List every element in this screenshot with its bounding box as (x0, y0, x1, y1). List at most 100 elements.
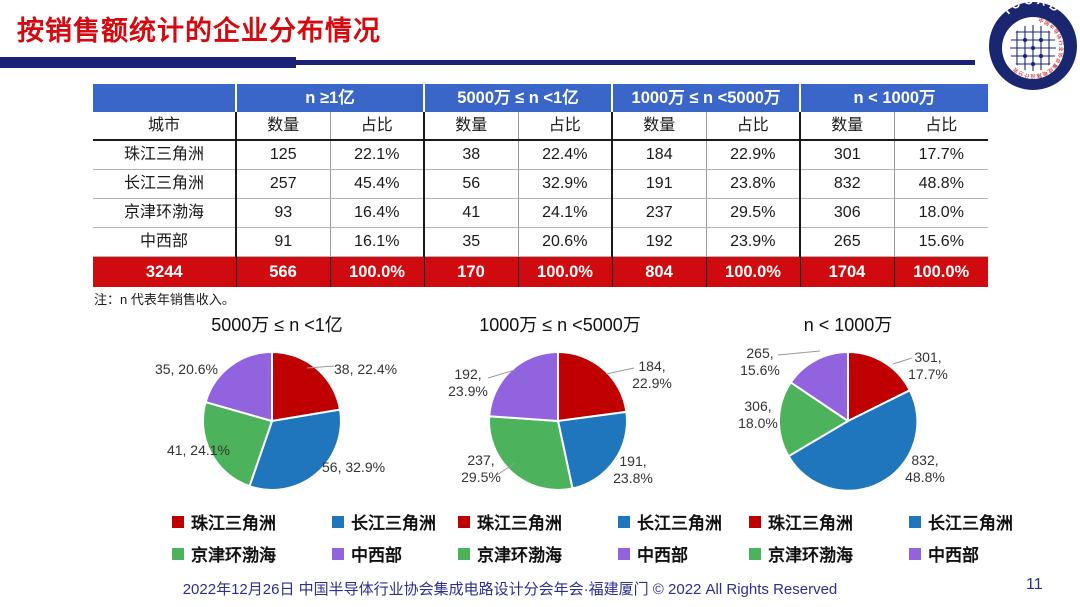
legend-item: 中西部 (618, 541, 722, 566)
pie1-label-changjiang: 56, 32.9% (322, 459, 386, 475)
cell: 24.1% (517, 198, 612, 228)
cell: 100.0% (517, 256, 612, 287)
cell: 100.0% (705, 256, 800, 287)
table-row: 中西部 91 16.1% 35 20.6% 192 23.9% 265 15.6… (93, 227, 988, 257)
pie-chart-2 (487, 351, 635, 492)
cell: 1704 (799, 256, 894, 287)
cell: 45.4% (329, 169, 424, 199)
cell: 170 (423, 256, 518, 287)
cell: 56 (423, 169, 518, 199)
city-cell: 长江三角洲 (93, 169, 236, 199)
legend-label: 京津环渤海 (191, 546, 276, 565)
legend-label: 中西部 (928, 546, 979, 565)
cell: 16.4% (329, 198, 424, 228)
stats-table: n ≥1亿 5000万 ≤ n <1亿 1000万 ≤ n <5000万 n <… (93, 84, 988, 287)
legend-swatch-purple (909, 547, 921, 560)
cell: 93 (235, 198, 330, 228)
group-header: 1000万 ≤ n <5000万 (611, 84, 800, 112)
cell: 38 (423, 140, 518, 170)
sub-header-cell: 数量 (799, 112, 894, 141)
legend-label: 长江三角洲 (928, 514, 1013, 533)
pie-slice-3 (201, 401, 273, 488)
table-total-row: 3244 566 100.0% 170 100.0% 804 100.0% 17… (93, 256, 988, 287)
table-row: 珠江三角洲 125 22.1% 38 22.4% 184 22.9% 301 1… (93, 140, 988, 170)
pie1-title: 5000万 ≤ n <1亿 (211, 315, 343, 335)
legend-item: 珠江三角洲 (458, 509, 618, 534)
pie2-label-jingjin: 237, 29.5% (461, 452, 501, 485)
page-title: 按销售额统计的企业分布情况 (17, 16, 381, 46)
label-leader-line (892, 357, 913, 365)
pie-chart-3 (777, 350, 919, 492)
pie1-label-zhongxibu: 35, 20.6% (154, 361, 218, 377)
label-leader-line (777, 350, 821, 356)
cell: 35 (423, 227, 518, 257)
label-leader-line (496, 462, 516, 476)
legend-item: 中西部 (332, 541, 436, 566)
legend-label: 珠江三角洲 (477, 514, 562, 533)
legend-item: 中西部 (909, 541, 1013, 566)
legend-swatch-red (749, 515, 761, 528)
pie-slice-1 (557, 351, 628, 422)
cell: 22.4% (517, 140, 612, 170)
cell: 16.1% (329, 227, 424, 257)
pie-chart-1 (201, 351, 342, 491)
footnote: 注：n 代表年销售收入。 (94, 292, 235, 307)
sub-header-cell: 占比 (705, 112, 800, 141)
corner-cell (93, 84, 236, 112)
cell: 23.8% (705, 169, 800, 199)
pie-slice-4 (204, 351, 273, 422)
cell: 20.6% (517, 227, 612, 257)
title-underline-thick (0, 57, 296, 68)
pie1-label-jingjin: 41, 24.1% (166, 442, 230, 458)
pie1-legend: 珠江三角洲 长江三角洲 京津环渤海 中西部 (172, 509, 436, 566)
cell: 566 (235, 256, 330, 287)
table-sub-header-row: 城市 数量 占比 数量 占比 数量 占比 数量 占比 (93, 112, 988, 141)
cell: 41 (423, 198, 518, 228)
pie2-label-changjiang: 191, 23.8% (613, 453, 653, 486)
pie2-title: 1000万 ≤ n <5000万 (479, 315, 641, 335)
legend-swatch-red (458, 515, 470, 528)
pie2-label-zhongxibu: 192, 23.9% (448, 366, 488, 399)
title-underline-thin (0, 60, 975, 65)
pie-slice-4 (789, 351, 849, 422)
legend-item: 京津环渤海 (172, 541, 332, 566)
legend-label: 长江三角洲 (637, 514, 722, 533)
city-cell: 中西部 (93, 227, 236, 257)
legend-label: 珠江三角洲 (768, 514, 853, 533)
footer-text: 2022年12月26日 中国半导体行业协会集成电路设计分会年会·福建厦门 © 2… (182, 581, 838, 598)
cell: 17.7% (893, 140, 988, 170)
legend-label: 中西部 (637, 546, 688, 565)
sub-header-cell: 数量 (611, 112, 706, 141)
cell: 301 (799, 140, 894, 170)
cell: 265 (799, 227, 894, 257)
cell: 29.5% (705, 198, 800, 228)
table-row: 京津环渤海 93 16.4% 41 24.1% 237 29.5% 306 18… (93, 198, 988, 228)
pie3-legend: 珠江三角洲 长江三角洲 京津环渤海 中西部 (749, 509, 1013, 566)
pie3-title: n < 1000万 (803, 315, 893, 335)
legend-swatch-green (458, 547, 470, 560)
page-number: 11 (1026, 576, 1043, 593)
legend-swatch-red (172, 515, 184, 528)
cell: 15.6% (893, 227, 988, 257)
cell: 91 (235, 227, 330, 257)
cell: 18.0% (893, 198, 988, 228)
legend-item: 京津环渤海 (458, 541, 618, 566)
pie3-label-zhujiang: 301, 17.7% (908, 349, 948, 382)
cell: 237 (611, 198, 706, 228)
label-leader-line (605, 367, 635, 375)
group-header: n ≥1亿 (235, 84, 424, 112)
pie3-label-jingjin: 306, 18.0% (738, 398, 778, 431)
logo-ic-grid (1010, 25, 1056, 71)
legend-item: 长江三角洲 (618, 509, 722, 534)
table-row: 长江三角洲 257 45.4% 56 32.9% 191 23.8% 832 4… (93, 169, 988, 199)
pie-slice-2 (248, 408, 342, 491)
legend-swatch-purple (332, 547, 344, 560)
sub-header-cell: 占比 (517, 112, 612, 141)
total-city-cell: 3244 (93, 256, 236, 287)
cell: 125 (235, 140, 330, 170)
cell: 100.0% (329, 256, 424, 287)
sub-header-cell: 占比 (893, 112, 988, 141)
legend-swatch-blue (618, 515, 630, 528)
sub-header-cell: 数量 (423, 112, 518, 141)
pie2-legend: 珠江三角洲 长江三角洲 京津环渤海 中西部 (458, 509, 722, 566)
